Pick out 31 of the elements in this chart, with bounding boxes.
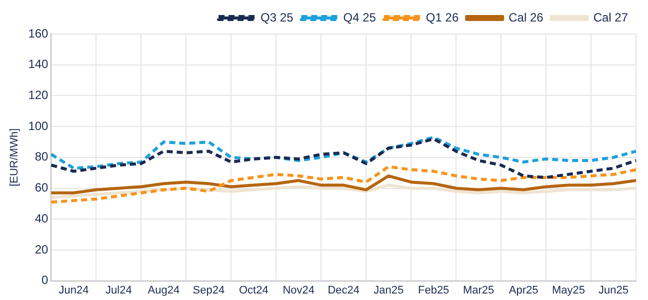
- y-tick-label: 20: [34, 242, 49, 256]
- line-series: [50, 136, 638, 170]
- x-tick-label: Jan25: [374, 284, 404, 296]
- y-tick-label: 0: [42, 273, 49, 288]
- y-tick-label: 60: [34, 180, 49, 195]
- legend-label: Q1 26: [426, 10, 459, 24]
- x-tick-label: Jun24: [58, 284, 89, 296]
- x-tick-label: Dec24: [328, 284, 360, 296]
- y-tick-label: 120: [28, 88, 49, 102]
- line-series: [50, 137, 638, 179]
- x-tick-label: Mar25: [462, 284, 494, 296]
- x-tick-label: Apr25: [508, 284, 538, 296]
- x-tick-label: Jun25: [598, 284, 628, 296]
- x-tick-label: Sep24: [192, 284, 225, 296]
- x-tick-label: May25: [552, 284, 586, 296]
- y-tick-label: 40: [34, 211, 49, 226]
- legend-label: Q3 25: [260, 10, 294, 24]
- y-axis-title: [EUR/MWh]: [8, 128, 21, 186]
- y-tick-label: 100: [28, 118, 49, 133]
- y-tick-label: 160: [28, 26, 49, 40]
- legend-label: Q4 25: [343, 10, 376, 24]
- x-tick-label: Nov24: [282, 284, 315, 296]
- x-tick-label: Oct24: [238, 284, 268, 296]
- line-series: [50, 165, 638, 204]
- x-tick-label: Feb25: [418, 284, 450, 296]
- legend-label: Cal 27: [593, 10, 628, 24]
- legend-label: Cal 26: [508, 10, 544, 24]
- y-tick-label: 140: [28, 57, 49, 72]
- y-tick-label: 80: [34, 150, 49, 164]
- x-tick-label: Aug24: [148, 284, 180, 296]
- x-tick-label: Jul24: [106, 284, 132, 296]
